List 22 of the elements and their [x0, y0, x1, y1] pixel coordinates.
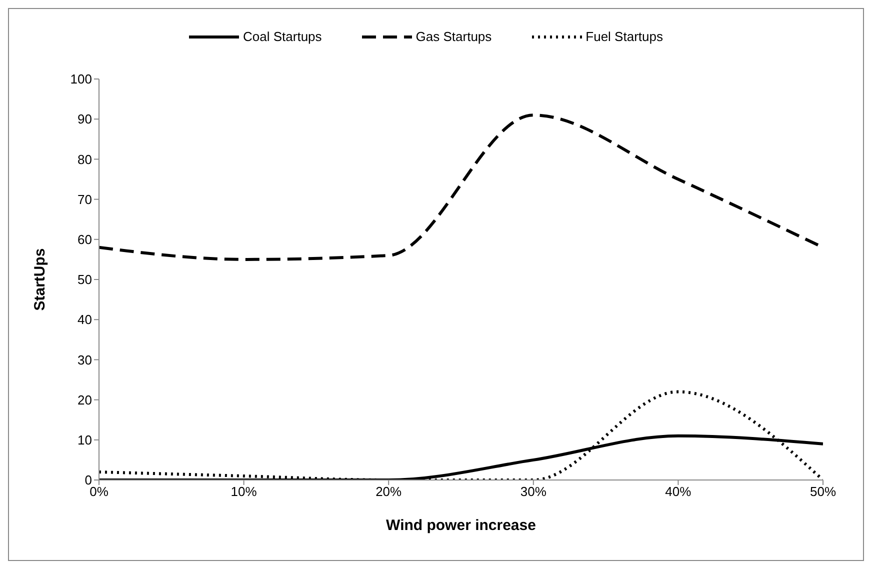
y-tick-label: 80 — [78, 152, 92, 167]
x-tick-label: 10% — [230, 484, 258, 500]
x-tick-label: 30% — [520, 484, 547, 500]
x-tick-label: 0% — [90, 484, 109, 500]
legend-label: Fuel Startups — [586, 29, 663, 44]
x-axis-title: Wind power increase — [386, 517, 536, 534]
y-tick-label: 70 — [78, 192, 92, 207]
x-tick-label: 40% — [665, 484, 692, 500]
legend-label: Gas Startups — [416, 29, 492, 44]
y-tick-label: 30 — [78, 352, 92, 368]
y-tick-label: 40 — [78, 312, 92, 328]
y-tick-label: 0 — [84, 472, 92, 488]
y-tick-label: 60 — [78, 232, 92, 248]
x-tick-label: 20% — [376, 484, 402, 500]
y-tick-label: 50 — [78, 272, 92, 288]
y-tick-label: 20 — [78, 392, 92, 408]
x-tick-label: 50% — [810, 484, 836, 500]
legend-label: Coal Startups — [243, 29, 322, 44]
y-axis-title: StartUps — [31, 248, 48, 311]
y-tick-label: 100 — [70, 72, 92, 87]
y-tick-label: 90 — [78, 112, 92, 127]
y-tick-label: 10 — [78, 432, 92, 448]
